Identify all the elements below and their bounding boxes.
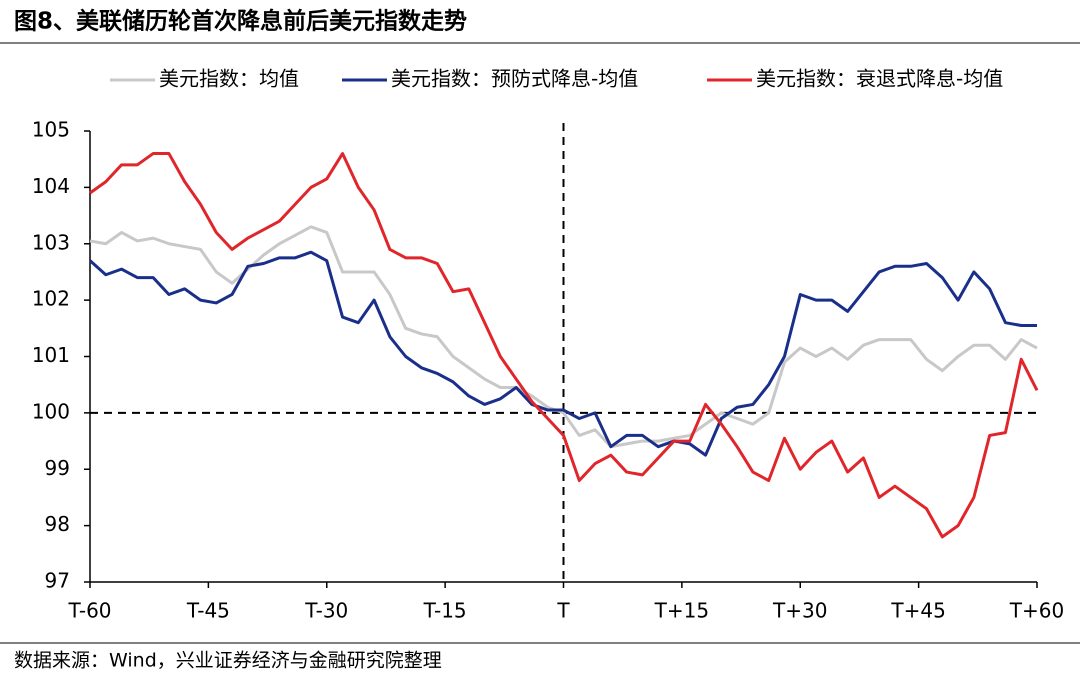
x-tick-label: T — [556, 599, 570, 623]
x-tick-label: T+45 — [890, 599, 945, 623]
x-tick-label: T-30 — [304, 599, 348, 623]
legend-label: 美元指数：预防式降息-均值 — [391, 67, 638, 91]
y-tick-label: 104 — [32, 174, 70, 198]
x-tick-label: T-45 — [186, 599, 230, 623]
y-tick-label: 103 — [32, 230, 70, 254]
y-tick-label: 105 — [32, 118, 70, 142]
y-tick-label: 102 — [32, 287, 70, 311]
series-line — [89, 250, 1037, 457]
source-note: 数据来源：Wind，兴业证券经济与金融研究院整理 — [14, 650, 442, 672]
x-tick-label: T+30 — [772, 599, 827, 623]
legend-label: 美元指数：衰退式降息-均值 — [756, 67, 1003, 91]
y-tick-label: 99 — [45, 456, 70, 480]
y-tick-label: 100 — [32, 399, 70, 423]
y-tick-label: 97 — [45, 569, 70, 593]
x-tick-label: T+60 — [1009, 599, 1064, 623]
legend-label: 美元指数：均值 — [159, 67, 299, 91]
series-line — [89, 152, 1039, 539]
x-tick-label: T-15 — [423, 599, 467, 623]
y-tick-label: 98 — [45, 512, 70, 536]
x-tick-label: T+15 — [654, 599, 709, 623]
y-tick-label: 101 — [32, 343, 70, 367]
chart-title: 图8、美联储历轮首次降息前后美元指数走势 — [14, 8, 467, 35]
x-tick-label: T-60 — [67, 599, 111, 623]
